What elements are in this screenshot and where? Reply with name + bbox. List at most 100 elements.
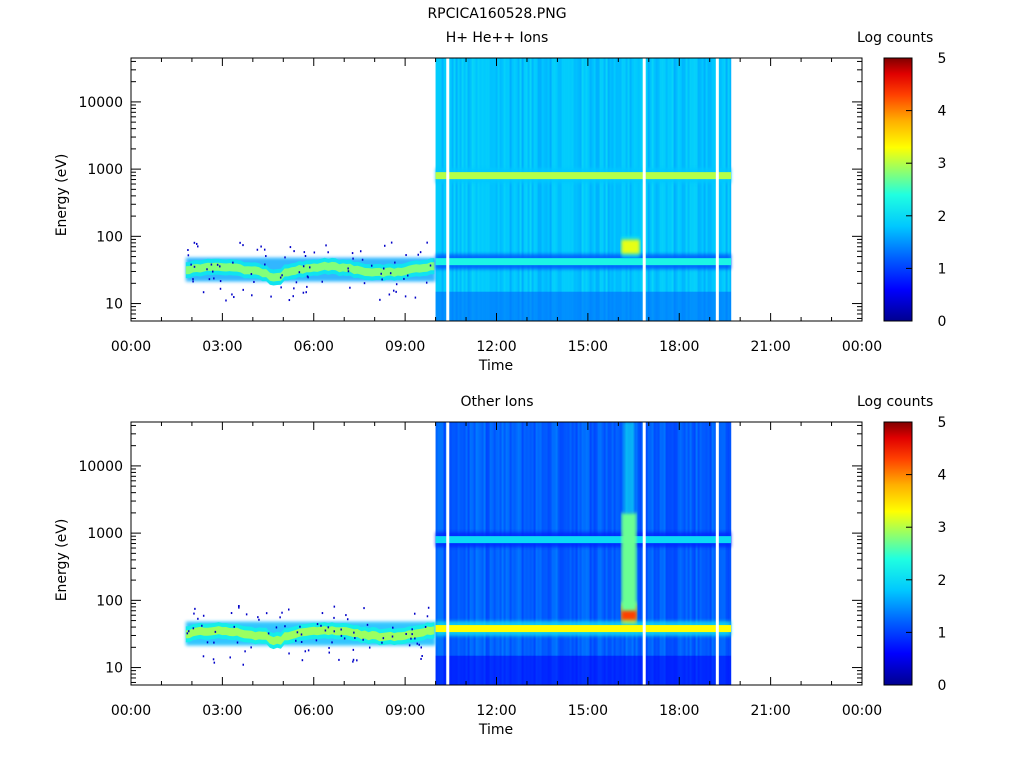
- panel-1-colorbar-tick-label: 1: [938, 261, 947, 277]
- panel-2-solarwind-core: [185, 626, 435, 646]
- panel-1-texture: [691, 58, 694, 321]
- panel-2-texture: [537, 422, 540, 685]
- panel-2-texture: [489, 422, 492, 685]
- panel-1-speck: [242, 244, 244, 247]
- panel-1-speck: [384, 244, 386, 247]
- panel-2-speck: [392, 626, 394, 629]
- panel-1-speck: [256, 248, 259, 251]
- panel-2-speck: [338, 658, 340, 661]
- panel-2-speck: [236, 641, 239, 644]
- panel-1-speck: [425, 281, 428, 284]
- panel-1-speck: [219, 265, 221, 268]
- panel-1-texture: [615, 58, 618, 321]
- panel-2-speck: [244, 650, 246, 653]
- panel-2-texture: [545, 422, 548, 685]
- panel-1-speck: [211, 270, 214, 273]
- panel-2-speck: [405, 632, 407, 635]
- panel-2-texture: [523, 422, 526, 685]
- panel-1-speck: [388, 293, 391, 296]
- panel-1-speck: [325, 244, 327, 247]
- panel-2-texture: [651, 422, 654, 685]
- panel-1-texture: [517, 58, 520, 321]
- panel-1-texture: [617, 58, 620, 321]
- panel-1-speck: [298, 271, 301, 274]
- panel-1-speck: [302, 265, 305, 268]
- panel-1-texture: [633, 58, 636, 321]
- panel-2-texture: [655, 422, 658, 685]
- panel-2-speck: [288, 652, 290, 655]
- panel-2-texture: [659, 422, 662, 685]
- panel-1-texture: [563, 58, 566, 321]
- panel-1-speck: [251, 294, 253, 297]
- panel-2-texture: [697, 422, 700, 685]
- panel-1-texture: [459, 58, 462, 321]
- panel-2-texture: [709, 422, 712, 685]
- panel-1-speck: [394, 261, 396, 264]
- panel-1-speck: [231, 293, 233, 296]
- panel-2-texture: [441, 422, 444, 685]
- panel-1: 00:00 03:00 06:00 09:00 12:00 15:00 18:00 21:00…: [78, 51, 946, 355]
- panel-1-speck: [359, 250, 362, 253]
- panel-1-texture: [689, 58, 692, 321]
- panel-1-speck: [281, 274, 283, 277]
- panel-1-texture: [585, 58, 588, 321]
- panel-2-texture: [443, 422, 446, 685]
- panel-1-xtick-label: 09:00: [385, 339, 425, 355]
- panel-2-speck: [316, 623, 319, 626]
- panel-2-speck: [230, 612, 233, 615]
- panel-1-speck: [202, 291, 205, 294]
- panel-1-texture: [435, 58, 438, 321]
- panel-1-burst: [621, 239, 640, 254]
- panel-2-texture: [641, 422, 644, 685]
- panel-2-speck: [304, 650, 307, 653]
- panel-2-texture: [707, 422, 710, 685]
- panel-1-title: H+ He++ Ions: [445, 30, 549, 46]
- panel-2-speck: [340, 628, 342, 631]
- panel-2-texture: [575, 422, 578, 685]
- panel-1-speck: [260, 245, 262, 248]
- panel-1-texture: [647, 58, 650, 321]
- panel-1-texture: [547, 58, 550, 321]
- panel-1-texture: [491, 58, 494, 321]
- panel-2-texture: [661, 422, 664, 685]
- panel-1-ytick-label: 10000: [78, 95, 123, 111]
- panel-1-texture: [577, 58, 580, 321]
- panel-2-speck: [345, 614, 347, 617]
- panel-2-speck: [420, 646, 422, 649]
- panel-1-colorbar-tick-label: 0: [938, 314, 947, 330]
- panel-1-texture: [575, 58, 578, 321]
- panel-1-texture: [623, 58, 626, 321]
- panel-1-texture: [555, 58, 558, 321]
- panel-1-texture: [503, 58, 506, 321]
- panel-2-speck: [411, 628, 413, 631]
- panel-2-texture: [705, 422, 708, 685]
- panel-1-speck: [309, 266, 311, 269]
- panel-2-speck: [300, 640, 303, 643]
- panel-1-texture: [707, 58, 710, 321]
- panel-1-texture: [613, 58, 616, 321]
- panel-1-speck: [197, 245, 199, 248]
- panel-2-texture: [473, 422, 476, 685]
- panel-2-colorbar: [883, 421, 913, 686]
- panel-2-texture: [513, 422, 516, 685]
- panel-2-texture: [539, 422, 542, 685]
- panel-2-xtick-label: 00:00: [111, 703, 151, 719]
- panel-1-texture: [531, 58, 534, 321]
- panel-1-speck: [404, 295, 407, 298]
- panel-1-data-gap: [715, 58, 719, 321]
- panel-2-texture: [691, 422, 694, 685]
- panel-2-texture: [569, 422, 572, 685]
- panel-1-texture: [651, 58, 654, 321]
- panel-2-speck: [202, 614, 205, 617]
- panel-1-texture: [607, 58, 610, 321]
- panel-1-texture: [629, 58, 632, 321]
- panel-2-speck: [301, 659, 304, 662]
- panel-2-texture: [599, 422, 602, 685]
- panel-2-speck: [245, 613, 248, 616]
- panel-1-texture: [441, 58, 444, 321]
- panel-2-speck: [192, 627, 195, 630]
- panel-2-data-gap: [446, 422, 450, 685]
- panel-2-texture: [595, 422, 598, 685]
- panel-1-speck: [219, 280, 222, 283]
- panel-1-texture: [485, 58, 488, 321]
